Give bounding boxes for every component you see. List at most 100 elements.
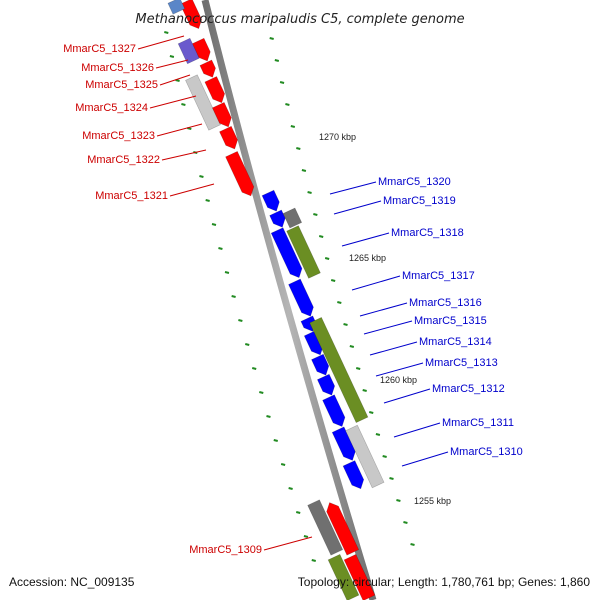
tick-mark <box>251 367 257 370</box>
gene-1321-shape[interactable] <box>225 151 257 198</box>
gene-label-1319[interactable]: MmarC5_1319 <box>383 195 456 207</box>
gene-1319b-shape[interactable] <box>282 207 303 229</box>
genome-summary-text: Topology: circular; Length: 1,780,761 bp… <box>297 575 590 589</box>
gene-1318b-shape[interactable] <box>286 225 321 279</box>
tick-mark <box>280 463 286 466</box>
tick-mark <box>269 37 274 40</box>
leader-1317 <box>351 275 401 291</box>
genome-backbone <box>201 0 377 600</box>
gene-1324b-shape[interactable] <box>185 74 221 131</box>
gene-1313-shape[interactable] <box>316 373 337 398</box>
gene-1309-shape[interactable] <box>324 500 360 556</box>
gene-label-1312[interactable]: MmarC5_1312 <box>432 383 505 395</box>
tick-mark <box>199 175 204 178</box>
leader-1323 <box>156 123 203 137</box>
gene-1318-shape[interactable] <box>270 227 305 281</box>
gene-label-1316[interactable]: MmarC5_1316 <box>409 297 482 309</box>
tick-mark <box>343 323 348 326</box>
tick-mark <box>181 103 186 106</box>
tick-mark <box>273 439 278 442</box>
gene-label-1318[interactable]: MmarC5_1318 <box>391 227 464 239</box>
tick-mark <box>224 271 230 274</box>
scale-label-1265: 1265 kbp <box>349 253 386 263</box>
scale-label-1270: 1270 kbp <box>319 132 356 142</box>
tick-mark <box>355 367 361 370</box>
tick-mark <box>238 319 243 322</box>
leader-1318 <box>341 232 390 247</box>
gene-1314-shape[interactable] <box>311 353 332 378</box>
gene-label-1313[interactable]: MmarC5_1313 <box>425 357 498 369</box>
tick-mark <box>290 125 296 128</box>
leader-1321 <box>169 183 215 197</box>
map-title: Methanococcus maripaludis C5, complete g… <box>135 12 464 27</box>
tick-mark <box>266 415 271 418</box>
gene-1312-shape[interactable] <box>322 394 348 429</box>
gene-1310b-shape[interactable] <box>345 424 385 489</box>
gene-1326b-shape[interactable] <box>177 37 200 65</box>
tick-mark <box>295 511 301 514</box>
leader-1314 <box>369 341 418 356</box>
tick-mark <box>303 535 309 538</box>
gene-1316b-shape[interactable] <box>309 317 369 423</box>
gene-label-1320[interactable]: MmarC5_1320 <box>378 176 451 188</box>
tick-mark <box>403 521 408 524</box>
tick-mark <box>307 191 312 194</box>
tick-mark <box>389 477 394 480</box>
tick-mark <box>211 223 217 226</box>
tick-mark <box>396 499 401 502</box>
tick-mark <box>330 279 336 282</box>
leader-1325 <box>159 74 191 86</box>
leader-1309 <box>263 536 313 551</box>
gene-1327-shape[interactable] <box>179 0 204 31</box>
leader-1311 <box>393 422 441 438</box>
tick-mark <box>274 59 280 62</box>
tick-mark <box>318 235 324 238</box>
tick-mark <box>285 103 290 106</box>
gene-label-1321[interactable]: MmarC5_1321 <box>95 190 168 202</box>
gene-1317-shape[interactable] <box>288 278 317 319</box>
gene-1309c-shape[interactable] <box>343 553 376 600</box>
gene-label-1324[interactable]: MmarC5_1324 <box>75 102 148 114</box>
label-leaders <box>137 35 449 551</box>
tick-mark <box>369 411 374 414</box>
tick-mark <box>349 345 355 348</box>
gene-label-1311[interactable]: MmarC5_1311 <box>442 417 514 429</box>
gene-1310-shape[interactable] <box>342 460 367 492</box>
gene-label-1310[interactable]: MmarC5_1310 <box>450 446 523 458</box>
gene-label-1323[interactable]: MmarC5_1323 <box>82 130 155 142</box>
tick-mark <box>337 301 342 304</box>
gene-label-1327[interactable]: MmarC5_1327 <box>63 43 136 55</box>
gene-label-1315[interactable]: MmarC5_1315 <box>414 315 487 327</box>
gene-features[interactable] <box>167 0 385 600</box>
gene-label-1309[interactable]: MmarC5_1309 <box>189 544 262 556</box>
leader-1327 <box>137 35 185 50</box>
gene-label-1325[interactable]: MmarC5_1325 <box>85 79 158 91</box>
tick-mark <box>205 199 210 202</box>
gene-1324-shape[interactable] <box>204 76 228 105</box>
gene-1325-shape[interactable] <box>199 59 219 80</box>
gene-label-1326[interactable]: MmarC5_1326 <box>81 62 154 74</box>
tick-mark <box>175 79 180 82</box>
gene-1327b-shape[interactable] <box>167 0 186 15</box>
gene-1323-shape[interactable] <box>211 101 234 129</box>
gene-1320-shape[interactable] <box>261 189 282 214</box>
tick-mark <box>313 213 318 216</box>
tick-mark <box>169 55 175 58</box>
scale-label-1255: 1255 kbp <box>414 496 451 506</box>
gene-1319-shape[interactable] <box>269 209 289 230</box>
gene-1322-shape[interactable] <box>219 125 241 151</box>
gene-1309d-shape[interactable] <box>327 553 360 600</box>
gene-label-1317[interactable]: MmarC5_1317 <box>402 270 475 282</box>
tick-mark <box>311 559 316 562</box>
tick-mark <box>382 455 387 458</box>
leader-1310 <box>401 451 449 467</box>
leader-1320 <box>329 181 377 195</box>
gene-label-1322[interactable]: MmarC5_1322 <box>87 154 160 166</box>
gene-label-1314[interactable]: MmarC5_1314 <box>419 336 492 348</box>
tick-mark <box>324 257 330 260</box>
gene-1311-shape[interactable] <box>331 426 358 463</box>
gene-1309b-shape[interactable] <box>307 499 344 556</box>
leader-1324 <box>149 95 197 109</box>
tick-mark <box>231 295 236 298</box>
